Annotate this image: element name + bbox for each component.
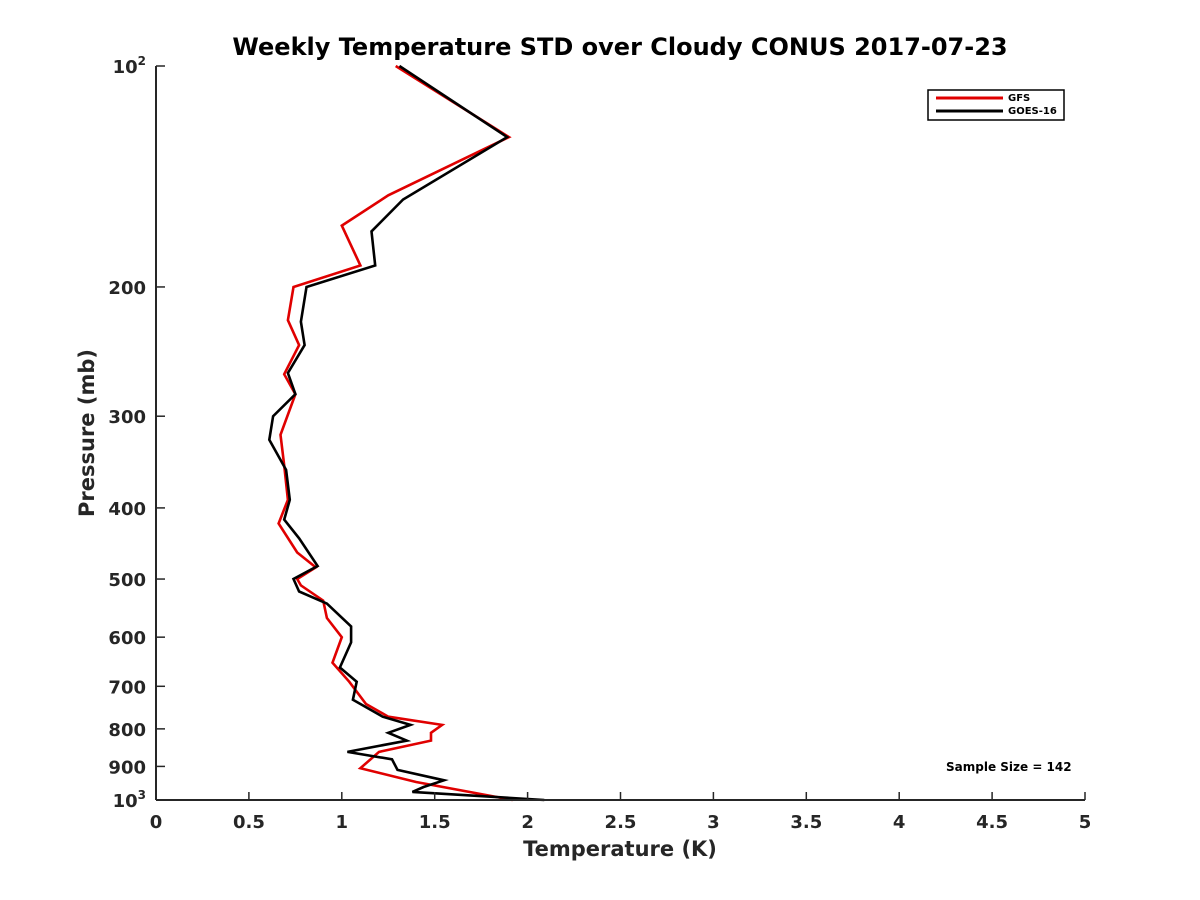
x-tick-label: 3.5 [790,812,822,833]
y-tick-label: 400 [108,499,146,520]
y-tick-label: 300 [108,407,146,428]
chart-title: Weekly Temperature STD over Cloudy CONUS… [232,33,1007,61]
y-tick-label: 103 [113,788,146,812]
x-tick-label: 4.5 [976,812,1008,833]
x-tick-label: 2 [521,812,534,833]
x-tick-label: 1 [336,812,349,833]
legend-label-goes16: GOES-16 [1008,106,1057,117]
legend: GFS GOES-16 [927,89,1065,121]
y-tick-label: 700 [108,677,146,698]
x-ticks: 0 0.5 1 1.5 2 2.5 3 3.5 4 4.5 5 [150,792,1092,833]
plot-area [156,66,1085,800]
series-line-goes16 [267,64,545,802]
y-ticks: 102 200 300 400 500 600 700 800 900 103 [108,54,165,812]
y-tick-label: 800 [108,720,146,741]
y-axis-label: Pressure (mb) [75,349,99,517]
y-tick-label: 200 [108,278,146,299]
sample-size-annotation: Sample Size = 142 [946,760,1072,774]
x-tick-label: 1.5 [419,812,451,833]
y-tick-label: 900 [108,757,146,778]
y-tick-label: 600 [108,628,146,649]
x-tick-label: 2.5 [605,812,637,833]
y-tick-label: 102 [113,54,146,78]
x-tick-label: 4 [893,812,906,833]
y-tick-label: 500 [108,570,146,591]
x-tick-label: 0 [150,812,163,833]
legend-box [927,89,1065,121]
x-tick-label: 0.5 [233,812,265,833]
series-layer [267,64,545,802]
x-tick-label: 5 [1079,812,1092,833]
x-tick-label: 3 [707,812,720,833]
legend-label-gfs: GFS [1008,93,1030,104]
x-axis-label: Temperature (K) [523,837,717,861]
